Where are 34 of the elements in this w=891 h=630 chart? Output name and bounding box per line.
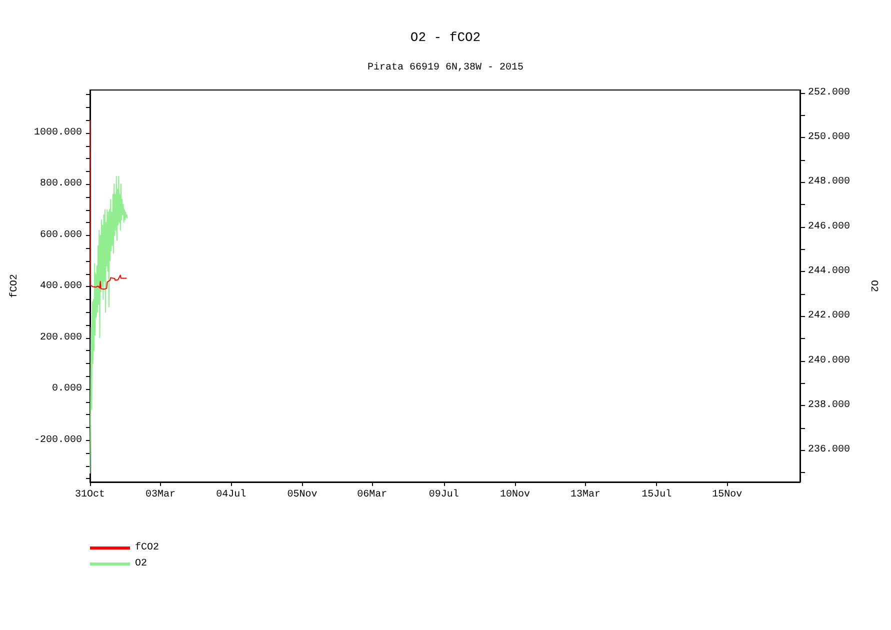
- chart-title: O2 - fCO2: [410, 30, 481, 45]
- legend-label: fCO2: [135, 542, 160, 554]
- y-tick-label: 1000.000: [34, 128, 82, 139]
- x-tick-label: 04Jul: [216, 488, 246, 500]
- x-tick-label: 15Nov: [712, 490, 742, 500]
- x-tick-label: 10Nov: [500, 490, 530, 500]
- chart-subtitle: Pirata 66919 6N,38W - 2015: [367, 62, 524, 74]
- y2-tick-label: 248.000: [808, 176, 850, 188]
- x-tick-label: 09Jul: [428, 488, 459, 500]
- y-tick-label: 0.000: [52, 384, 82, 395]
- y-tick-label: 800.000: [40, 178, 82, 190]
- y2-tick-label: 246.000: [808, 221, 850, 232]
- y-axis-title: fCO2: [8, 274, 20, 298]
- y-tick-label: -200.000: [34, 434, 82, 446]
- x-tick-label: 05Nov: [287, 490, 318, 500]
- y-tick-label: 600.000: [40, 230, 82, 241]
- y2-tick-label: 240.000: [808, 355, 850, 366]
- y2-tick-label: 244.000: [808, 266, 850, 277]
- y2-tick-label: 236.000: [808, 444, 850, 456]
- x-tick-label: 31Oct: [74, 490, 106, 500]
- x-tick-label: 06Mar: [357, 490, 388, 500]
- y-tick-label: 200.000: [40, 332, 82, 344]
- y2-tick-label: 252.000: [808, 87, 850, 98]
- line-series: [90, 176, 128, 474]
- y2-tick-label: 250.000: [808, 132, 850, 144]
- y2-axis-title: O2: [868, 280, 878, 292]
- x-tick-label: 03Mar: [146, 490, 176, 500]
- legend-label: O2: [135, 558, 148, 570]
- y-tick-label: 400.000: [40, 281, 82, 292]
- x-tick-label: 13Mar: [570, 490, 601, 500]
- x-tick-label: 15Jul: [642, 488, 672, 500]
- y2-tick-label: 242.000: [808, 310, 850, 322]
- y2-tick-label: 238.000: [808, 400, 850, 411]
- line-series: [90, 120, 128, 290]
